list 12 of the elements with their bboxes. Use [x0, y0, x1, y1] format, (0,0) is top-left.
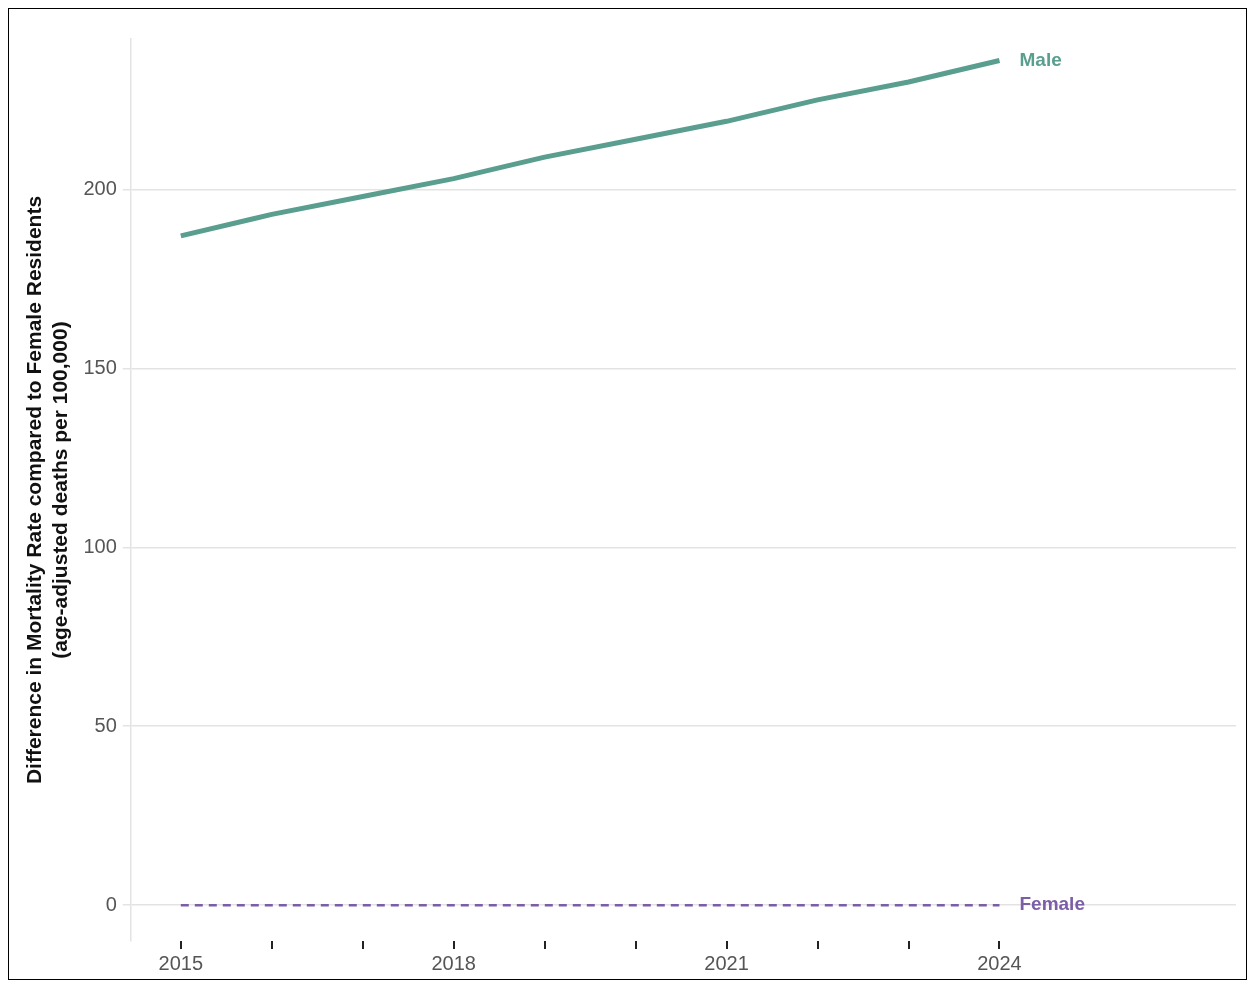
series-label: Female — [1019, 893, 1085, 915]
x-tick-label: 2018 — [431, 951, 476, 974]
x-tick-label: 2015 — [158, 951, 204, 974]
x-tick-label: 2024 — [977, 951, 1022, 974]
series-label: Male — [1019, 48, 1062, 70]
y-tick-label: 100 — [83, 534, 117, 557]
x-tick-label: 2021 — [704, 951, 749, 974]
y-tick-label: 0 — [105, 892, 117, 915]
y-tick-label: 200 — [83, 176, 117, 199]
y-axis-title: Difference in Mortality Rate compared to Female Residents (age-adjusted deaths per 100,000) — [22, 195, 71, 785]
y-tick-label: 150 — [83, 355, 117, 378]
y-tick-label: 50 — [94, 713, 117, 736]
